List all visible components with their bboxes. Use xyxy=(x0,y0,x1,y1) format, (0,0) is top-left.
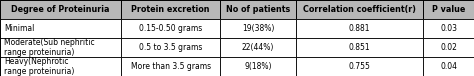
Bar xyxy=(121,19,220,38)
Text: No of patients: No of patients xyxy=(226,5,290,14)
Bar xyxy=(0,57,121,76)
Bar xyxy=(423,38,474,57)
Bar xyxy=(423,57,474,76)
Bar xyxy=(296,57,423,76)
Text: 0.03: 0.03 xyxy=(440,24,457,33)
Text: 0.881: 0.881 xyxy=(349,24,371,33)
Text: Heavy(Nephrotic
range proteinuria): Heavy(Nephrotic range proteinuria) xyxy=(4,57,74,76)
Text: P value: P value xyxy=(432,5,465,14)
Bar xyxy=(220,19,296,38)
Text: Correlation coefficient(r): Correlation coefficient(r) xyxy=(303,5,416,14)
Text: 0.5 to 3.5 grams: 0.5 to 3.5 grams xyxy=(139,43,202,52)
Text: Minimal: Minimal xyxy=(4,24,34,33)
Text: 22(44%): 22(44%) xyxy=(242,43,274,52)
Bar xyxy=(220,0,296,19)
Text: 0.15-0.50 grams: 0.15-0.50 grams xyxy=(139,24,202,33)
Bar xyxy=(0,0,474,19)
Bar xyxy=(296,0,423,19)
Bar xyxy=(296,19,423,38)
Bar xyxy=(220,57,296,76)
Text: 19(38%): 19(38%) xyxy=(242,24,274,33)
Text: 0.851: 0.851 xyxy=(349,43,371,52)
Text: Protein excretion: Protein excretion xyxy=(131,5,210,14)
Text: More than 3.5 grams: More than 3.5 grams xyxy=(131,62,211,71)
Bar xyxy=(423,0,474,19)
Text: 0.04: 0.04 xyxy=(440,62,457,71)
Text: 0.02: 0.02 xyxy=(440,43,457,52)
Bar xyxy=(121,57,220,76)
Text: 0.755: 0.755 xyxy=(349,62,371,71)
Text: 9(18%): 9(18%) xyxy=(245,62,272,71)
Bar xyxy=(0,0,121,19)
Bar xyxy=(121,38,220,57)
Bar xyxy=(0,19,121,38)
Bar xyxy=(121,0,220,19)
Bar xyxy=(296,38,423,57)
Text: Degree of Proteinuria: Degree of Proteinuria xyxy=(11,5,110,14)
Bar xyxy=(0,38,121,57)
Bar xyxy=(220,38,296,57)
Text: Moderate(Sub nephritic
range proteinuria): Moderate(Sub nephritic range proteinuria… xyxy=(4,38,94,57)
Bar xyxy=(423,19,474,38)
